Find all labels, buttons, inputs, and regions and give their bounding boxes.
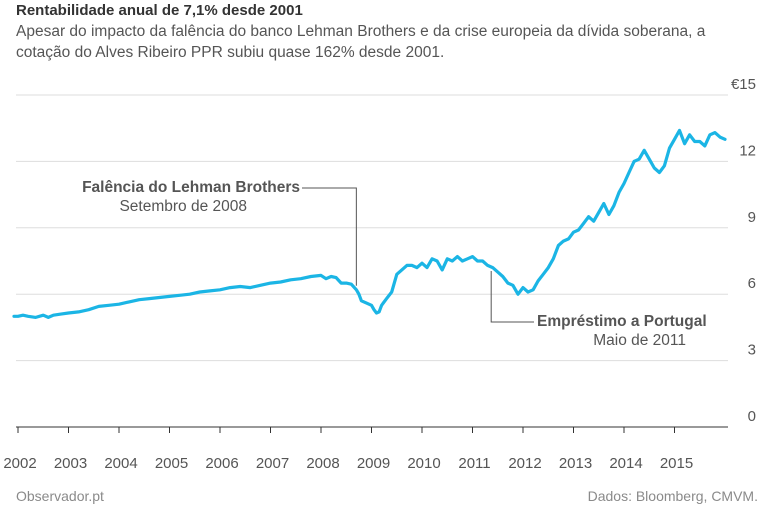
series-line <box>12 128 727 319</box>
x-tick-label: 2012 <box>508 455 541 472</box>
lehman-annotation-title: Falência do Lehman Brothers <box>82 179 300 196</box>
x-tick-label: 2008 <box>306 455 339 472</box>
x-tick-label: 2014 <box>609 455 642 472</box>
series-line-group <box>12 128 727 319</box>
x-tick-label: 2005 <box>155 455 188 472</box>
y-tick-label: 6 <box>748 275 756 292</box>
x-tick-label: 2006 <box>205 455 238 472</box>
gridlines <box>16 94 728 362</box>
y-tick-label: 0 <box>748 408 756 425</box>
x-tick-label: 2010 <box>407 455 440 472</box>
portugal-leader-line <box>490 270 534 323</box>
x-tick-label: 2004 <box>104 455 137 472</box>
x-tick-label: 2015 <box>660 455 693 472</box>
x-tick-label: 2002 <box>3 455 36 472</box>
y-axis-labels: 0 3 6 9 12 €15 <box>731 76 756 425</box>
x-axis: 2002 2003 2004 2005 2006 2007 2008 2009 2010 2011… <box>3 426 728 472</box>
y-tick-label: 12 <box>739 142 756 159</box>
x-tick-label: 2007 <box>256 455 289 472</box>
annotations: Falência do Lehman Brothers Setembro de 2… <box>82 179 707 349</box>
source-credit: Observador.pt <box>16 488 104 504</box>
chart-title: Rentabilidade anual de 7,1% desde 2001 <box>16 2 303 19</box>
x-tick-label: 2009 <box>357 455 390 472</box>
x-tick-label: 2011 <box>458 455 490 472</box>
x-tick-label: 2003 <box>54 455 87 472</box>
lehman-leader-line <box>302 187 357 286</box>
portugal-annotation-title: Empréstimo a Portugal <box>537 313 707 330</box>
data-source: Dados: Bloomberg, CMVM. <box>587 488 758 504</box>
lehman-annotation-date: Setembro de 2008 <box>119 198 247 215</box>
y-tick-label: €15 <box>731 76 756 93</box>
x-tick-label: 2013 <box>559 455 592 472</box>
chart-subtitle: Apesar do impacto da falência do banco L… <box>16 23 706 61</box>
y-tick-label: 3 <box>748 342 756 359</box>
y-tick-label: 9 <box>748 209 756 226</box>
portugal-annotation-date: Maio de 2011 <box>593 332 686 349</box>
